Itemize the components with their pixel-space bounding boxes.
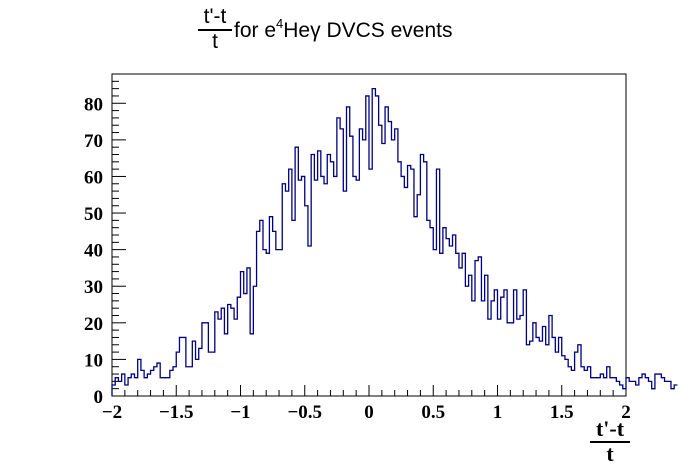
title-superscript: 4 bbox=[276, 16, 284, 31]
chart-title: for e4Heγ DVCS events bbox=[234, 16, 453, 43]
x-tick-label: 1 bbox=[493, 402, 503, 423]
chart-title-fraction: t'-t t bbox=[198, 6, 232, 53]
title-prefix: for e bbox=[234, 19, 277, 42]
x-tick-label: 2 bbox=[621, 402, 631, 423]
x-tick-label: −1.5 bbox=[159, 402, 194, 423]
x-tick-label: −0.5 bbox=[287, 402, 322, 423]
x-axis-label-numerator: t'-t bbox=[590, 418, 630, 443]
x-axis-label-denominator: t bbox=[606, 441, 614, 466]
y-axis: 0 10 20 30 40 50 60 70 80 bbox=[84, 73, 126, 408]
x-tick-label: −1 bbox=[230, 402, 250, 423]
y-tick-label: 80 bbox=[84, 94, 103, 115]
y-tick-label: 30 bbox=[84, 277, 103, 298]
y-tick-label: 50 bbox=[84, 204, 103, 225]
y-tick-label: 40 bbox=[84, 241, 103, 262]
x-tick-label: −2 bbox=[102, 402, 122, 423]
x-axis-label: t'-t t bbox=[590, 418, 630, 465]
x-tick-label: 0 bbox=[364, 402, 374, 423]
y-tick-label: 70 bbox=[84, 131, 103, 152]
title-fraction-numerator: t'-t bbox=[198, 6, 232, 31]
title-fraction-denominator: t bbox=[212, 30, 218, 53]
x-tick-label: 0.5 bbox=[421, 402, 445, 423]
title-suffix: Heγ DVCS events bbox=[283, 19, 453, 42]
y-tick-label: 20 bbox=[84, 314, 103, 335]
y-tick-label: 60 bbox=[84, 167, 103, 188]
y-tick-label: 0 bbox=[94, 387, 104, 408]
y-tick-label: 10 bbox=[84, 350, 103, 371]
x-tick-label: 1.5 bbox=[550, 402, 574, 423]
x-axis: −2 −1.5 −1 −0.5 0 0.5 1 1.5 2 bbox=[102, 385, 631, 423]
histogram-series bbox=[111, 87, 678, 396]
